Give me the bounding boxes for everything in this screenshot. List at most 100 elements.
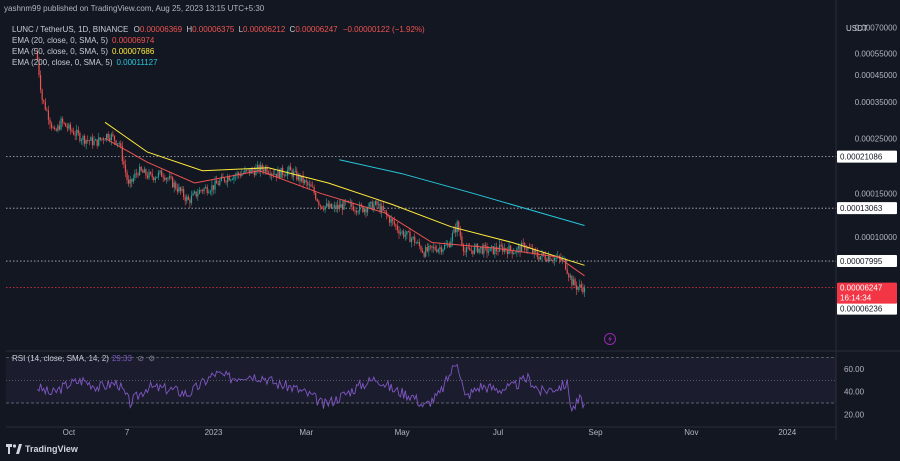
candle-body bbox=[421, 250, 424, 253]
candle-body bbox=[209, 191, 211, 193]
candle-body bbox=[266, 166, 268, 173]
candle-body bbox=[387, 214, 389, 217]
price-level-tag-label: 0.00021086 bbox=[840, 153, 883, 162]
candle-body bbox=[329, 203, 331, 208]
candle-body bbox=[107, 133, 109, 138]
symbol-legend-row[interactable]: LUNC / TetherUS, 1D, BINANCE O0.00006369… bbox=[12, 24, 425, 35]
candle-body bbox=[535, 249, 537, 252]
candle-body bbox=[39, 75, 42, 90]
candle-body bbox=[533, 249, 535, 254]
candle-body bbox=[173, 182, 175, 188]
time-axis-ticks: Oct 7 2023 Mar May Jul Sep Nov 2024 bbox=[63, 428, 797, 437]
price-tick-label: 0.00070000 bbox=[855, 23, 898, 32]
candle-body bbox=[395, 224, 397, 226]
price-level-tag bbox=[837, 255, 897, 268]
candle-body bbox=[283, 174, 285, 176]
candle-body bbox=[549, 256, 551, 261]
ema200-value: 0.00011127 bbox=[116, 58, 158, 67]
candle-body bbox=[341, 204, 344, 210]
candle-body bbox=[377, 203, 380, 205]
candle-body bbox=[46, 109, 48, 111]
candle-body bbox=[126, 172, 128, 180]
candle-body bbox=[583, 287, 586, 293]
candle-body bbox=[321, 206, 323, 209]
candle-body bbox=[555, 257, 557, 259]
candle-body bbox=[503, 248, 505, 252]
candle-body bbox=[299, 174, 301, 182]
lightning-icon-glyph bbox=[608, 335, 612, 343]
candle-body bbox=[489, 247, 491, 252]
candle-body bbox=[525, 249, 527, 251]
ema20-legend-row[interactable]: EMA (20, close, 0, SMA, 5) 0.00006974 bbox=[12, 35, 425, 46]
candle-body bbox=[247, 169, 249, 171]
price-tick-label: 0.00010000 bbox=[855, 233, 898, 242]
candle-body bbox=[516, 248, 518, 253]
candle-body bbox=[355, 210, 358, 213]
candle-body bbox=[517, 246, 520, 249]
ema50-value: 0.00007686 bbox=[112, 47, 155, 56]
candle-body bbox=[280, 167, 282, 178]
candle-body bbox=[440, 247, 443, 252]
candle-body bbox=[79, 132, 81, 141]
close-value: 0.00006247 bbox=[295, 25, 338, 34]
ema200-label: EMA (200, close, 0, SMA, 5) bbox=[12, 58, 113, 67]
ema200-legend-row[interactable]: EMA (200, close, 0, SMA, 5) 0.00011127 bbox=[12, 57, 425, 68]
candle-body bbox=[487, 251, 490, 253]
candle-body bbox=[128, 179, 130, 184]
candle-body bbox=[271, 173, 273, 176]
candle-body bbox=[582, 287, 584, 293]
candle-body bbox=[201, 190, 204, 192]
time-tick-label: 7 bbox=[125, 428, 130, 437]
candle-body bbox=[54, 127, 56, 130]
candle-body bbox=[546, 259, 548, 262]
rsi-ticks: 60.00 40.00 20.00 bbox=[844, 365, 865, 419]
tradingview-logo[interactable]: TradingView bbox=[6, 444, 78, 454]
candle-body bbox=[561, 258, 564, 261]
candle-body bbox=[379, 203, 381, 213]
candle-body bbox=[85, 139, 87, 144]
candle-body bbox=[74, 134, 76, 136]
last-price-tag-label: 0.00006247 bbox=[840, 284, 883, 293]
candle-body bbox=[175, 182, 177, 189]
candle-body bbox=[245, 169, 248, 171]
eye-icon[interactable]: ⊘ bbox=[137, 354, 144, 363]
candle-body bbox=[250, 168, 252, 174]
candle-body bbox=[124, 164, 127, 173]
close-label: C bbox=[289, 25, 296, 34]
last-price-tag bbox=[837, 282, 897, 304]
candle-body bbox=[447, 244, 449, 246]
candle-body bbox=[519, 246, 521, 253]
candle-body bbox=[480, 247, 482, 249]
low-value: 0.00006212 bbox=[243, 25, 286, 34]
ema20-label: EMA (20, close, 0, SMA, 5) bbox=[12, 36, 109, 45]
candle-body bbox=[374, 201, 377, 205]
candle-body bbox=[88, 140, 90, 142]
candle-body bbox=[510, 245, 512, 251]
candle-body bbox=[304, 180, 306, 184]
candle-body bbox=[357, 211, 359, 213]
candle-body bbox=[574, 279, 576, 286]
ema50-legend-row[interactable]: EMA (50, close, 0, SMA, 5) 0.00007686 bbox=[12, 46, 425, 57]
candle-body bbox=[436, 249, 438, 252]
candle-body bbox=[113, 135, 116, 141]
candle-body bbox=[99, 137, 101, 140]
candle-body bbox=[307, 182, 309, 185]
settings-icon[interactable]: ⚙ bbox=[148, 354, 156, 363]
candle-body bbox=[230, 179, 232, 181]
candle-body bbox=[483, 244, 485, 254]
candle-body bbox=[274, 173, 276, 175]
candle-body bbox=[162, 176, 164, 178]
candle-body bbox=[429, 245, 432, 247]
candle-body bbox=[151, 173, 153, 178]
rsi-legend[interactable]: RSI (14, close, SMA, 14, 2) 29.33 ⊘ ⚙ bbox=[12, 354, 155, 363]
price-level-tag-label: 0.00013063 bbox=[840, 204, 883, 213]
candle-body bbox=[104, 139, 106, 141]
candle-body bbox=[544, 255, 546, 260]
candle-body bbox=[467, 247, 469, 249]
candle-body bbox=[146, 175, 149, 178]
candle-body bbox=[91, 137, 94, 145]
candle-body bbox=[381, 205, 383, 213]
candle-body bbox=[195, 191, 197, 197]
price-level-tag bbox=[837, 302, 897, 315]
